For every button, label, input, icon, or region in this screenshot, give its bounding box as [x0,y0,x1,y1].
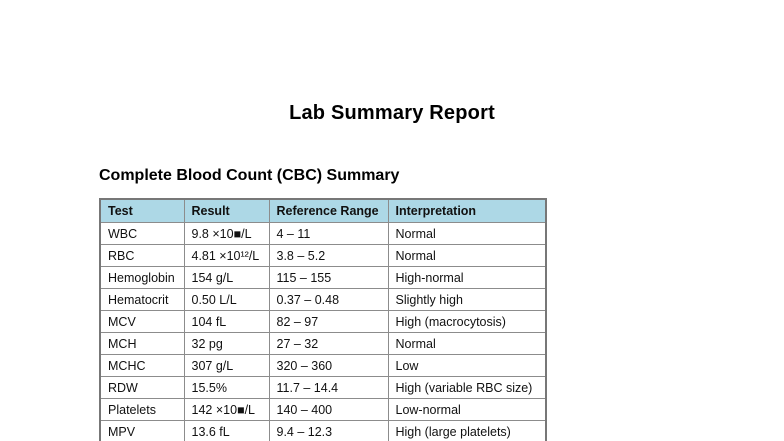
cell-reference-range: 4 – 11 [268,222,389,245]
cell-result: 9.8 ×10■/L [183,222,270,245]
cell-test: Hemoglobin [99,266,185,289]
cell-reference-range: 82 – 97 [268,310,389,333]
cell-interpretation: High-normal [387,266,547,289]
page-title: Lab Summary Report [289,102,495,124]
column-header-reference-range: Reference Range [268,198,389,223]
cell-interpretation: High (macrocytosis) [387,310,547,333]
table-row-mcv: MCV 104 fL 82 – 97 High (macrocytosis) [99,310,547,333]
cell-result: 0.50 L/L [183,288,270,311]
cell-result: 307 g/L [183,354,270,377]
cell-result: 15.5% [183,376,270,399]
cell-reference-range: 9.4 – 12.3 [268,420,389,441]
cell-result: 142 ×10■/L [183,398,270,421]
cell-interpretation: Normal [387,332,547,355]
table-row-mchc: MCHC 307 g/L 320 – 360 Low [99,354,547,377]
cell-result: 32 pg [183,332,270,355]
table-header: Test Result Reference Range Interpretation [99,198,547,223]
cell-interpretation: Normal [387,244,547,267]
cell-interpretation: High (large platelets) [387,420,547,441]
table-header-row: Test Result Reference Range Interpretation [99,198,547,223]
table-row-hemoglobin: Hemoglobin 154 g/L 115 – 155 High-normal [99,266,547,289]
column-header-result: Result [183,198,270,223]
cell-result: 104 fL [183,310,270,333]
table-row-wbc: WBC 9.8 ×10■/L 4 – 11 Normal [99,222,547,245]
table-row-hematocrit: Hematocrit 0.50 L/L 0.37 – 0.48 Slightly hi… [99,288,547,311]
cell-interpretation: Slightly high [387,288,547,311]
cell-reference-range: 0.37 – 0.48 [268,288,389,311]
cell-reference-range: 3.8 – 5.2 [268,244,389,267]
cell-result: 154 g/L [183,266,270,289]
cell-result: 4.81 ×10¹²/L [183,244,270,267]
cell-test: Hematocrit [99,288,185,311]
table-row-platelets: Platelets 142 ×10■/L 140 – 400 Low-normal [99,398,547,421]
table-row-rdw: RDW 15.5% 11.7 – 14.4 High (variable RBC si… [99,376,547,399]
cell-interpretation: Low [387,354,547,377]
cell-test: RBC [99,244,185,267]
table-row-rbc: RBC 4.81 ×10¹²/L 3.8 – 5.2 Normal [99,244,547,267]
column-header-interpretation: Interpretation [387,198,547,223]
cell-test: MCH [99,332,185,355]
cell-reference-range: 140 – 400 [268,398,389,421]
cell-reference-range: 320 – 360 [268,354,389,377]
section-heading-cbc-summary: Complete Blood Count (CBC) Summary [99,167,400,184]
column-header-test: Test [99,198,185,223]
table-row-mch: MCH 32 pg 27 – 32 Normal [99,332,547,355]
table-row-mpv: MPV 13.6 fL 9.4 – 12.3 High (large platelet… [99,420,547,441]
cell-test: WBC [99,222,185,245]
cell-interpretation: High (variable RBC size) [387,376,547,399]
cell-test: MCV [99,310,185,333]
cell-test: RDW [99,376,185,399]
cell-test: MCHC [99,354,185,377]
cell-result: 13.6 fL [183,420,270,441]
table-body: WBC 9.8 ×10■/L 4 – 11 Normal RBC 4.81 ×10¹²/L… [99,222,547,441]
cell-reference-range: 11.7 – 14.4 [268,376,389,399]
cell-interpretation: Low-normal [387,398,547,421]
cell-test: MPV [99,420,185,441]
cell-reference-range: 115 – 155 [268,266,389,289]
cell-test: Platelets [99,398,185,421]
cell-interpretation: Normal [387,222,547,245]
cell-reference-range: 27 – 32 [268,332,389,355]
cbc-summary-table: Test Result Reference Range Interpretation … [99,198,547,441]
